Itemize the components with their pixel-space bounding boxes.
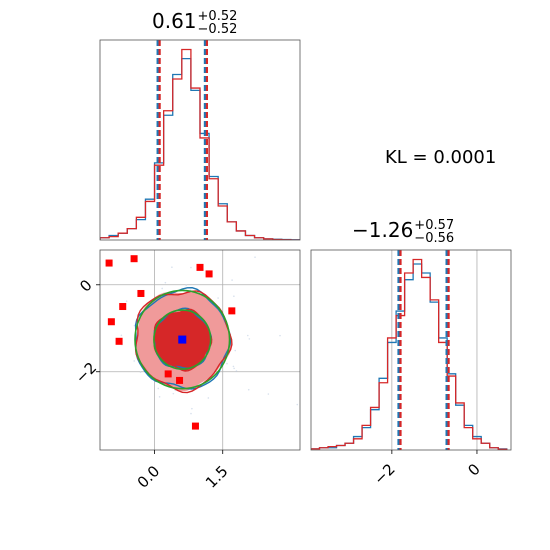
scatter-point [164, 281, 167, 284]
outlier-point-9 [191, 422, 199, 430]
kl-annotation: KL = 0.0001 [385, 147, 497, 168]
param2-median: −1.26 [352, 218, 414, 242]
contour-ytick-label-0: 0 [76, 276, 95, 295]
scatter-point [233, 295, 235, 297]
contour-panel: 0.0 1.5 0 −2 [72, 246, 301, 492]
scatter-point [279, 334, 281, 337]
p1-series-1 [100, 48, 300, 240]
outlier-point-7 [119, 303, 127, 311]
hist-panel-param2: −2 0 [310, 249, 512, 488]
outlier-point-1 [130, 255, 138, 263]
scatter-point [172, 392, 175, 395]
scatter-point [254, 256, 256, 258]
contour-series-1-outer [134, 290, 233, 394]
contour-green-outer [134, 289, 231, 390]
p3-xtick-label-1: 0 [464, 460, 483, 479]
scatter-point [190, 412, 192, 415]
scatter-point [171, 266, 173, 269]
contour-ytick-label-1: −2 [72, 359, 100, 387]
scatter-point [133, 324, 136, 327]
scatter-point [248, 338, 251, 340]
scatter-point [267, 393, 270, 395]
scatter-point [217, 297, 219, 299]
scatter-point [191, 407, 193, 410]
scatter-point [226, 362, 228, 365]
scatter-point [157, 387, 160, 390]
param1-lower-err: −0.52 [197, 21, 238, 37]
p3-xtick-label-0: −2 [370, 460, 398, 488]
contour-green-inner [153, 309, 212, 370]
param1-median: 0.61 [152, 9, 197, 33]
scatter-point [232, 365, 235, 368]
hist-panel-param1 [99, 39, 301, 241]
param2-lower-err: −0.56 [414, 230, 455, 246]
outlier-point-2 [196, 263, 204, 271]
p3-series-1 [311, 258, 508, 450]
outlier-point-8 [228, 307, 236, 315]
scatter-point [190, 266, 192, 269]
scatter-point [234, 349, 237, 352]
outlier-point-10 [137, 289, 145, 297]
scatter-point [182, 246, 184, 248]
scatter-point [231, 279, 233, 281]
p3-frame [310, 249, 512, 451]
scatter-point [139, 371, 142, 373]
p1-frame [99, 39, 301, 241]
param2-title: −1.26 +0.57 −0.56 [352, 218, 454, 245]
contour-xtick-label-1: 1.5 [202, 462, 232, 492]
p3-plot-area [311, 250, 508, 450]
contour-plot-area [100, 246, 300, 450]
truth-marker [178, 335, 187, 344]
scatter-point [207, 397, 210, 399]
outlier-point-6 [176, 376, 184, 384]
scatter-point [296, 403, 299, 406]
scatter-point [235, 370, 238, 372]
scatter-point [133, 360, 136, 362]
scatter-point [161, 287, 163, 290]
p1-series-0 [100, 57, 300, 240]
outlier-point-4 [115, 337, 123, 345]
param1-title: 0.61 +0.52 −0.52 [152, 9, 237, 36]
scatter-point [246, 334, 249, 337]
param1-upper-err: +0.52 [197, 8, 238, 24]
outlier-point-0 [105, 259, 113, 267]
scatter-point [233, 367, 235, 370]
outlier-point-3 [107, 318, 115, 326]
param2-upper-err: +0.57 [414, 217, 455, 233]
outlier-point-11 [205, 270, 213, 278]
outlier-point-5 [164, 370, 172, 378]
p3-series-0 [311, 263, 508, 450]
scatter-point [185, 284, 187, 287]
scatter-point [125, 300, 128, 303]
scatter-point [158, 396, 161, 398]
contour-frame [99, 249, 301, 451]
scatter-point [120, 334, 123, 337]
p1-plot-area [100, 40, 300, 240]
contour-xtick-label-0: 0.0 [134, 462, 164, 492]
scatter-point [247, 388, 250, 391]
